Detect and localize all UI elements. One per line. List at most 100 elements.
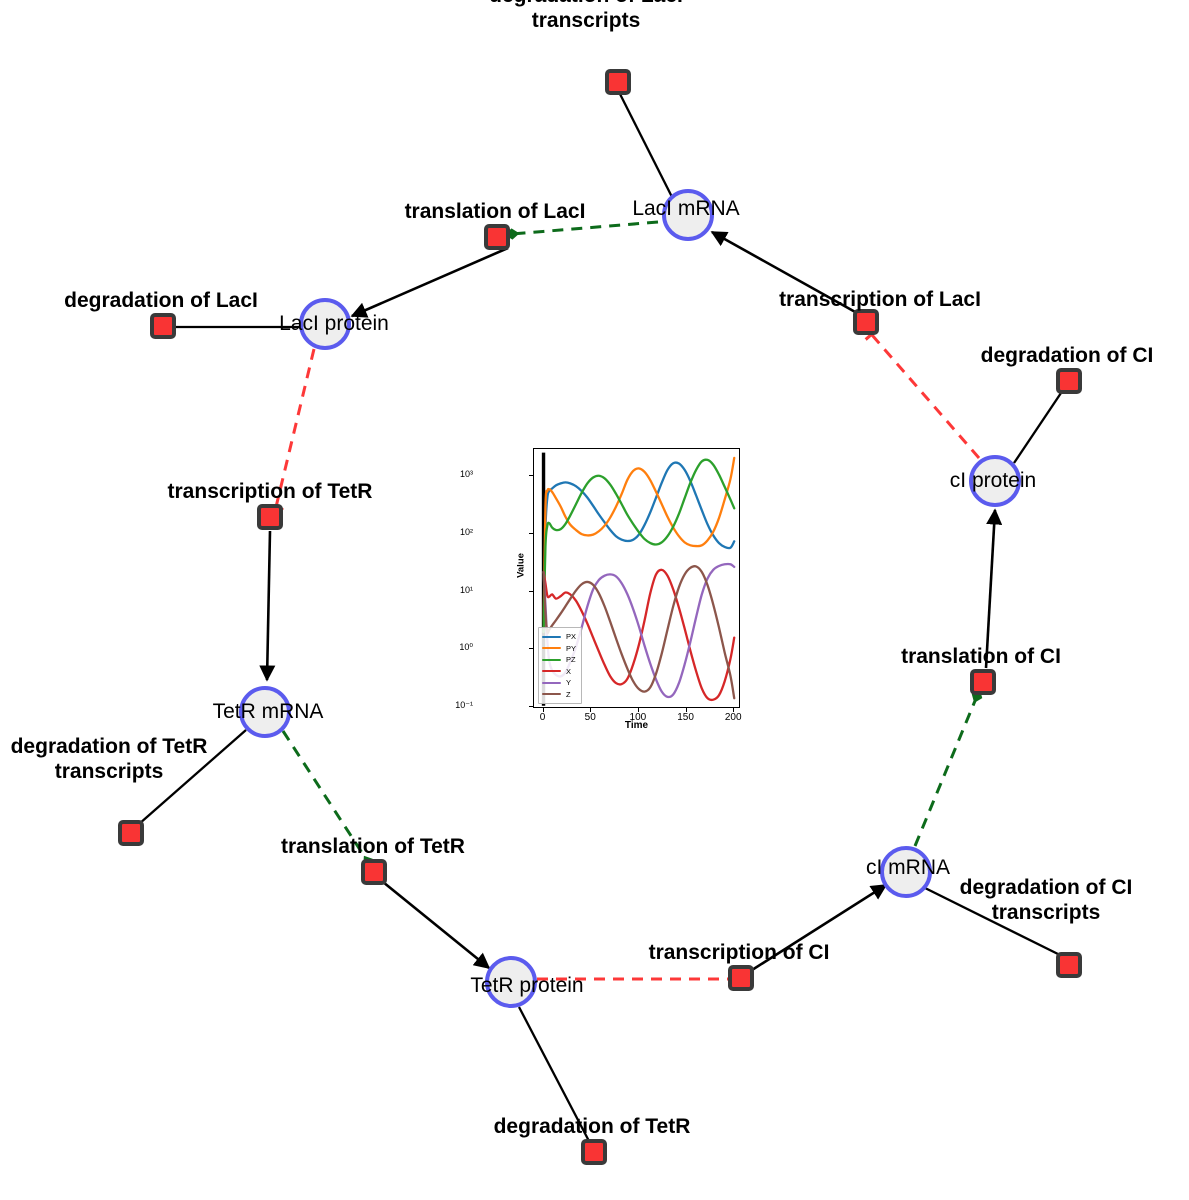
edge-production [984,508,1003,669]
reaction-label-deg_ci_transcripts: degradation of CI [960,876,1133,899]
species-label-tetr_mrna: TetR mRNA [213,700,324,723]
legend-swatch-PZ [542,658,561,661]
x-tick-mark [637,708,639,712]
reaction-node-translation_of_tetr[interactable] [361,859,387,885]
species-label-tetr_protein: TetR protein [470,974,583,997]
legend-swatch-PY [542,647,561,650]
reaction-node-deg_ci_transcripts[interactable] [1056,952,1082,978]
x-tick-label: 50 [584,712,596,723]
y-tick-mark [529,648,533,650]
species-node-ci_mrna[interactable] [880,846,932,898]
species-node-tetr_protein[interactable] [485,956,537,1008]
plot-axes-area: PX PY PZ X Y Z [533,448,740,708]
reaction-node-deg_laci_transcripts[interactable] [605,69,631,95]
reaction-label-deg_laci: degradation of LacI [64,289,258,312]
legend-entry-Z: Z [542,689,576,701]
y-tick-mark [529,590,533,592]
x-tick-mark [733,708,735,712]
species-label-laci_protein: LacI protein [279,312,389,335]
edge-consumption [138,729,247,825]
reaction-node-translation_of_laci[interactable] [484,224,510,250]
reaction-node-transcription_of_tetr[interactable] [257,504,283,530]
series-line-X [542,568,736,702]
reaction-node-translation_of_ci[interactable] [970,669,996,695]
x-tick-mark [685,708,687,712]
legend-label-Z: Z [566,689,571,699]
edge-consumption [924,886,1063,958]
legend-swatch-Z [542,693,561,696]
legend-label-PY: PY [566,643,577,653]
reaction-node-deg_tetr_transcripts[interactable] [118,820,144,846]
species-label-ci_protein: cI protein [950,469,1036,492]
edge-consumption [517,1006,592,1144]
reaction-label-transcription_of_ci: transcription of CI [649,941,830,964]
reaction-label-deg_ci_transcripts: transcripts [992,901,1101,924]
y-tick-label: 10³ [459,469,473,480]
legend-label-Y: Y [566,678,572,687]
x-tick-mark [590,708,592,712]
x-tick-mark [542,708,544,712]
legend-swatch-X [542,670,561,673]
reaction-label-translation_of_laci: translation of LacI [405,200,586,223]
edge-layer [138,93,1064,1144]
series-line-PY [542,456,736,634]
series-line-PX [542,461,736,634]
edge-consumption [618,93,674,198]
species-node-laci_mrna[interactable] [662,189,714,241]
reaction-node-deg_tetr[interactable] [581,1139,607,1165]
reaction-node-transcription_of_laci[interactable] [853,309,879,335]
reaction-node-deg_ci[interactable] [1056,368,1082,394]
y-tick-label: 10² [459,527,473,538]
species-node-ci_protein[interactable] [969,455,1021,507]
reaction-node-transcription_of_ci[interactable] [728,965,754,991]
species-label-ci_mrna: cI mRNA [866,856,950,879]
species-label-laci_mrna: LacI mRNA [632,197,739,220]
y-axis-label: Value [515,553,527,578]
reaction-label-deg_laci_transcripts: degradation of LacI [489,0,683,7]
reaction-label-deg_tetr_transcripts: transcripts [55,760,164,783]
x-tick-label: 0 [539,712,546,723]
edge-modifier [504,220,659,240]
legend-entry-PY: PY [542,643,576,655]
edge-inhibition [267,348,316,512]
series-line-PZ [542,458,736,634]
reaction-node-deg_laci[interactable] [150,313,176,339]
series-line-Z [542,565,736,700]
reaction-label-translation_of_ci: translation of CI [901,645,1061,668]
y-tick-mark [529,706,533,707]
legend-swatch-Y [542,681,561,684]
edge-production [382,880,491,970]
edge-production [710,230,858,315]
legend-entry-PZ: PZ [542,654,576,666]
edge-modifier [913,689,983,847]
edge-consumption [1013,389,1064,464]
reaction-label-transcription_of_laci: transcription of LacI [779,288,981,311]
node-layer [118,69,1082,1165]
edge-production [259,530,276,682]
x-tick-label: 150 [677,712,694,723]
reaction-label-deg_laci_transcripts: transcripts [532,9,641,32]
plot-legend: PX PY PZ X Y Z [538,627,583,704]
y-tick-label: 10¹ [459,584,473,595]
reaction-label-deg_tetr_transcripts: degradation of TetR [11,735,208,758]
reaction-label-transcription_of_tetr: transcription of TetR [168,480,373,503]
species-node-tetr_mrna[interactable] [239,686,291,738]
label-layer: degradation of LacI transcripts translatio… [11,0,1154,1138]
edge-production [350,246,509,318]
legend-label-X: X [566,666,572,676]
edge-inhibition [864,328,981,459]
x-tick-label: 200 [724,712,742,723]
legend-label-PX: PX [566,632,577,641]
species-node-laci_protein[interactable] [299,298,351,350]
y-tick-mark [529,533,533,535]
reaction-label-deg_tetr: degradation of TetR [494,1115,691,1138]
x-tick-label: 100 [629,712,647,723]
legend-entry-Y: Y [542,677,576,689]
reaction-label-deg_ci: degradation of CI [981,344,1154,367]
reaction-label-translation_of_tetr: translation of TetR [281,835,465,858]
legend-swatch-PX [542,635,561,638]
y-tick-label: 10⁰ [459,642,473,653]
legend-entry-X: X [542,666,576,678]
